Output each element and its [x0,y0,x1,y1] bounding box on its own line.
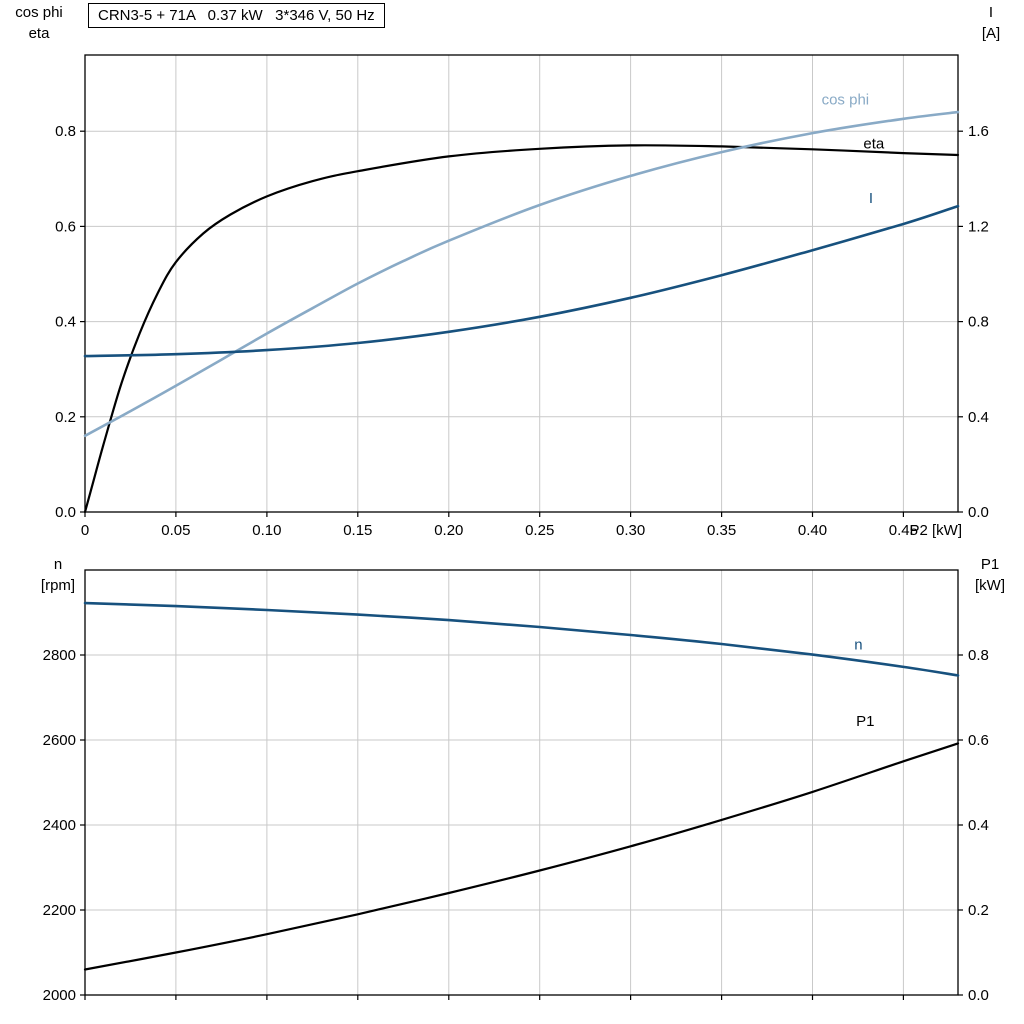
y-tick-label-left: 2000 [43,987,76,1004]
axis-title-speed-unit: [rpm] [40,577,76,594]
series-curve-cos-phi [83,110,960,438]
y-tick-label-right: 0.2 [968,902,989,919]
x-tick-label: 0.45 [889,522,918,539]
series-label-n: n [854,637,862,654]
y-tick-label-left: 2600 [43,732,76,749]
series-label-cos-phi: cos phi [822,92,870,109]
y-tick-label-right: 0.6 [968,732,989,749]
series-curve-eta [83,144,960,514]
x-tick-label: 0.25 [525,522,554,539]
y-tick-label-right: 1.2 [968,218,989,235]
series-label-i: I [869,190,873,207]
y-tick-label-right: 0.0 [968,504,989,521]
bottom-right-axis-title: P1 [kW] [958,554,1022,596]
y-tick-label-left: 0.2 [55,409,76,426]
bottom-left-axis-title: n [rpm] [18,554,98,596]
series-curve-i [83,204,960,358]
axis-title-cos-phi: cos phi [15,4,63,21]
y-tick-label-right: 0.4 [968,817,989,834]
y-tick-label-left: 2400 [43,817,76,834]
plot-frame [84,569,959,996]
axis-title-speed: n [53,556,63,573]
axis-title-p1: P1 [980,556,1000,573]
top-right-axis-title: I [A] [960,2,1022,44]
series-curve-p1 [83,742,960,971]
x-tick-label: 0.10 [252,522,281,539]
y-tick-label-right: 0.8 [968,314,989,331]
y-tick-label-right: 0.8 [968,647,989,664]
title-box: CRN3-5 + 71A 0.37 kW 3*346 V, 50 Hz [88,3,385,28]
top-left-axis-title: cos phi eta [2,2,76,44]
x-tick-label: 0.15 [343,522,372,539]
y-tick-label-left: 2200 [43,902,76,919]
y-tick-label-left: 0.8 [55,123,76,140]
axis-title-eta: eta [28,25,50,42]
series-label-p1: P1 [856,713,874,730]
y-tick-label-left: 0.6 [55,218,76,235]
axis-title-p1-unit: [kW] [975,577,1005,594]
y-tick-label-right: 1.6 [968,123,989,140]
x-tick-label: 0.05 [161,522,190,539]
y-tick-label-left: 2800 [43,647,76,664]
y-tick-label-right: 0.4 [968,409,989,426]
x-tick-label: 0.30 [616,522,645,539]
y-tick-label-right: 0.0 [968,987,989,1004]
x-axis-title: P2 [kW] [909,522,962,539]
x-tick-label: 0.40 [798,522,827,539]
x-tick-label: 0.20 [434,522,463,539]
y-tick-label-left: 0.0 [55,504,76,521]
x-tick-label: 0.35 [707,522,736,539]
x-tick-label: 0 [81,522,89,539]
series-curve-n [83,601,960,677]
series-label-eta: eta [863,135,885,152]
axis-title-current: I [988,4,994,21]
y-tick-label-left: 0.4 [55,314,76,331]
axis-title-current-unit: [A] [981,25,1001,42]
plot-frame [84,54,959,513]
